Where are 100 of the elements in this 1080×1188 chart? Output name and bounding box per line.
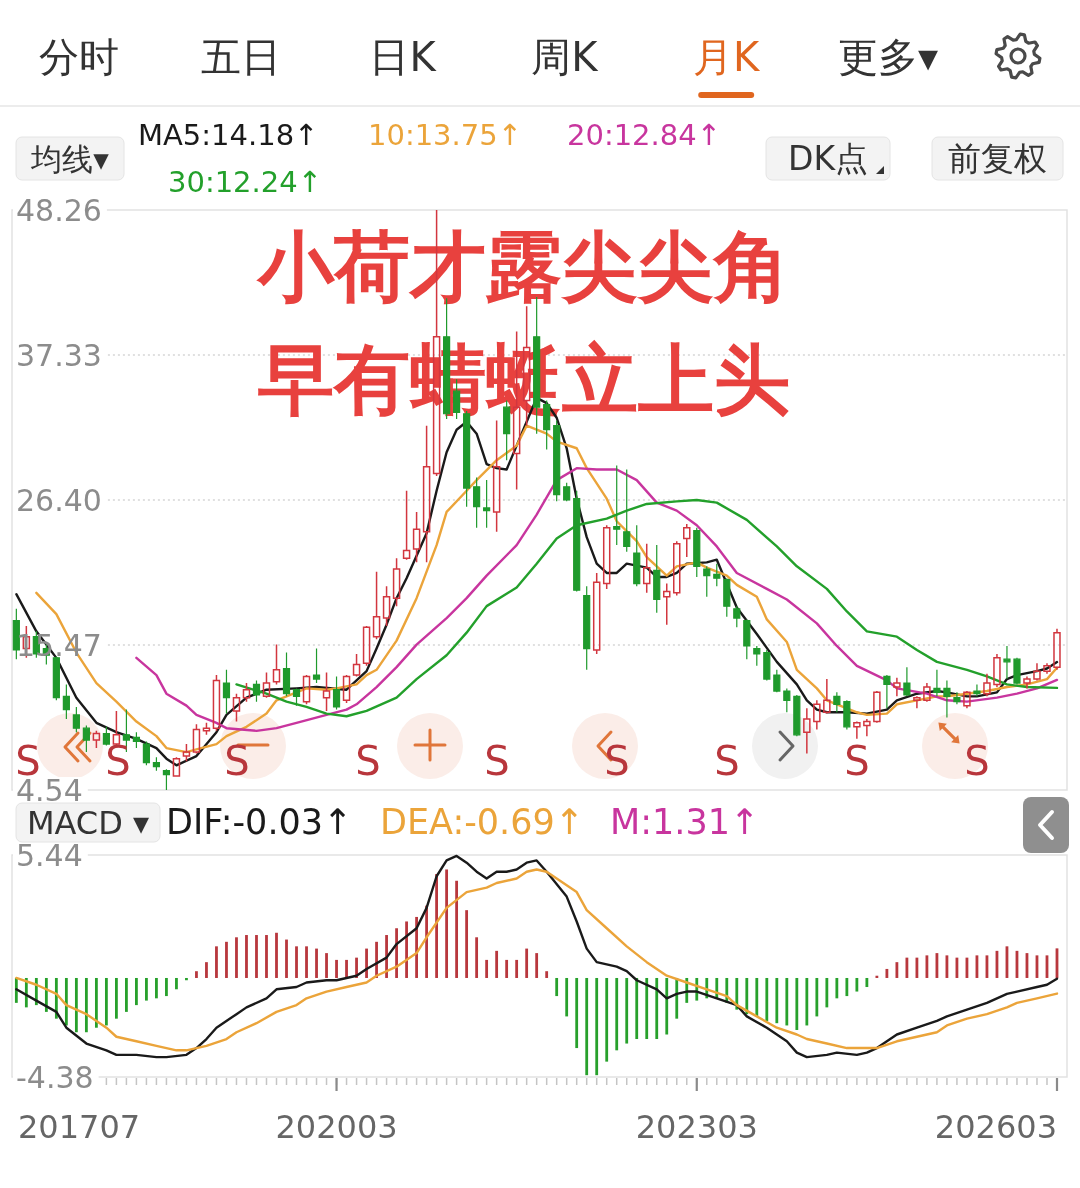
candlestick [402, 489, 411, 561]
candlestick [1003, 645, 1011, 680]
candlestick [72, 706, 80, 733]
candlestick [993, 653, 1001, 688]
candlestick [422, 424, 431, 564]
candlestick [92, 730, 101, 749]
candlestick [152, 756, 161, 772]
candlestick [713, 563, 721, 587]
candlestick [983, 673, 991, 698]
text: M:1.31↑ [610, 802, 760, 842]
candlestick [753, 645, 761, 667]
candlestick [943, 679, 951, 719]
candlestick [62, 683, 70, 720]
candlestick [372, 570, 381, 641]
candlestick [843, 699, 851, 731]
candlestick [382, 585, 391, 627]
y-tick-label: 48.26 [16, 192, 102, 228]
candlestick [312, 647, 321, 684]
candlestick [352, 653, 361, 678]
annotation: S [964, 738, 990, 784]
candlestick [483, 479, 491, 529]
candlestick [332, 675, 341, 711]
candlestick [923, 682, 931, 703]
candlestick [362, 625, 371, 667]
y-tick-label: 37.33 [16, 337, 102, 373]
candlestick [703, 565, 711, 598]
text: MA5:14.18↑ [138, 118, 319, 152]
candlestick [473, 476, 481, 529]
candlestick [592, 572, 601, 655]
candlestick [192, 723, 201, 755]
candlestick [813, 699, 821, 731]
annotation: S [714, 738, 740, 784]
annotation: S [484, 738, 510, 784]
category-label: 五日 [200, 34, 281, 80]
text: 20:12.84↑ [567, 118, 721, 152]
x-tick-label: 201707 [18, 1108, 141, 1146]
category-label: 月K [693, 34, 762, 80]
candlestick [252, 679, 261, 703]
candlestick [723, 577, 731, 618]
candlestick [302, 674, 311, 706]
candlestick [1053, 627, 1061, 671]
text: 10:13.75↑ [368, 118, 522, 152]
candlestick [803, 707, 811, 755]
candlestick [933, 669, 941, 697]
candlestick [963, 690, 971, 710]
candlestick [282, 651, 291, 697]
candlestick [823, 678, 831, 715]
candlestick [863, 718, 871, 737]
candlestick [893, 677, 901, 698]
candlestick [602, 524, 611, 590]
line-series [135, 466, 1059, 733]
candlestick [853, 720, 861, 740]
candlestick [162, 768, 171, 791]
annotation: S [105, 738, 131, 784]
text: 前复权 [948, 139, 1047, 178]
candlestick [913, 695, 921, 710]
series-label: DEA:-0.69↑ [380, 802, 585, 842]
text: DK点 [787, 139, 869, 178]
category-label: 分时 [39, 34, 119, 80]
candlestick [292, 687, 301, 707]
y-tick-label: -4.38 [16, 1059, 94, 1095]
candlestick [52, 655, 60, 701]
candlestick [563, 482, 571, 502]
candlestick [272, 643, 281, 686]
x-tick-label: 202603 [934, 1108, 1057, 1146]
candlestick [82, 724, 90, 753]
candlestick [583, 585, 591, 671]
candlestick [743, 618, 751, 660]
annotation: S [844, 738, 870, 784]
candlestick [182, 743, 191, 763]
candlestick [833, 691, 841, 713]
candlestick [783, 687, 791, 713]
candlestick [222, 669, 231, 715]
candlestick [242, 682, 251, 703]
candlestick [642, 543, 651, 594]
legend-title: 均线▾ [30, 140, 110, 177]
x-tick-label: 202003 [275, 1108, 398, 1146]
candlestick [1033, 662, 1041, 682]
candlestick [342, 674, 351, 704]
candlestick [392, 557, 401, 607]
candlestick [1013, 657, 1021, 685]
text: 30:12.24↑ [168, 165, 322, 199]
annotation: S [224, 738, 250, 784]
candlestick [633, 524, 641, 587]
candlestick [212, 674, 221, 732]
candlestick [903, 666, 911, 697]
candlestick [763, 649, 771, 682]
candlestick [262, 671, 271, 699]
candlestick [172, 756, 181, 777]
candlestick [553, 419, 561, 502]
annotation: S [604, 738, 630, 784]
candlestick [1043, 662, 1051, 675]
candlestick [693, 527, 701, 578]
candlestick [653, 544, 661, 614]
candlestick [973, 683, 981, 697]
candlestick [202, 722, 211, 736]
text: DIF:-0.03↑ [166, 802, 353, 842]
candlestick [322, 671, 331, 712]
candlestick [873, 690, 881, 724]
x-tick-label: 202303 [635, 1108, 758, 1146]
